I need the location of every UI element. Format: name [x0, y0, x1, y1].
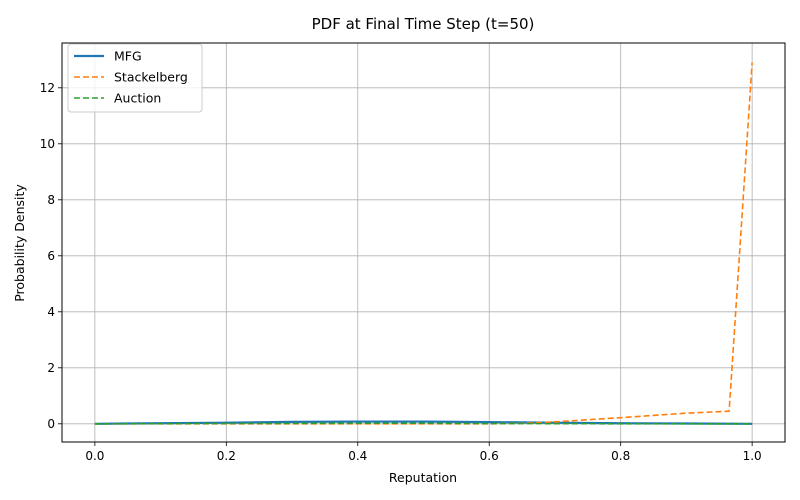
x-tick-label: 0.0: [85, 449, 104, 463]
y-tick-label: 8: [47, 193, 55, 207]
legend-label-stackelberg: Stackelberg: [114, 70, 188, 85]
x-axis-label: Reputation: [389, 470, 457, 485]
y-tick-label: 2: [47, 361, 55, 375]
y-tick-label: 12: [40, 81, 55, 95]
x-tick-label: 0.6: [480, 449, 499, 463]
legend: MFG Stackelberg Auction: [67, 43, 203, 113]
series-lines: [94, 62, 753, 425]
legend-label-auction: Auction: [114, 91, 161, 106]
y-tick-label: 4: [47, 305, 55, 319]
plot-area-frame: [61, 42, 786, 443]
chart-title: PDF at Final Time Step (t=50): [312, 15, 535, 33]
y-tick-label: 6: [47, 249, 55, 263]
x-tick-label: 0.2: [217, 449, 236, 463]
y-tick-label: 0: [47, 417, 55, 431]
series-line-auction: [94, 422, 753, 425]
y-axis-label: Probability Density: [12, 184, 27, 302]
axis-ticks: 0.0 0.2 0.4 0.6 0.8 1.0 0 2 4 6 8 10 12: [40, 81, 762, 463]
y-tick-label: 10: [40, 137, 55, 151]
x-tick-label: 1.0: [743, 449, 762, 463]
legend-label-mfg: MFG: [114, 49, 142, 64]
legend-box: [67, 43, 203, 113]
x-tick-label: 0.8: [611, 449, 630, 463]
x-tick-label: 0.4: [348, 449, 367, 463]
